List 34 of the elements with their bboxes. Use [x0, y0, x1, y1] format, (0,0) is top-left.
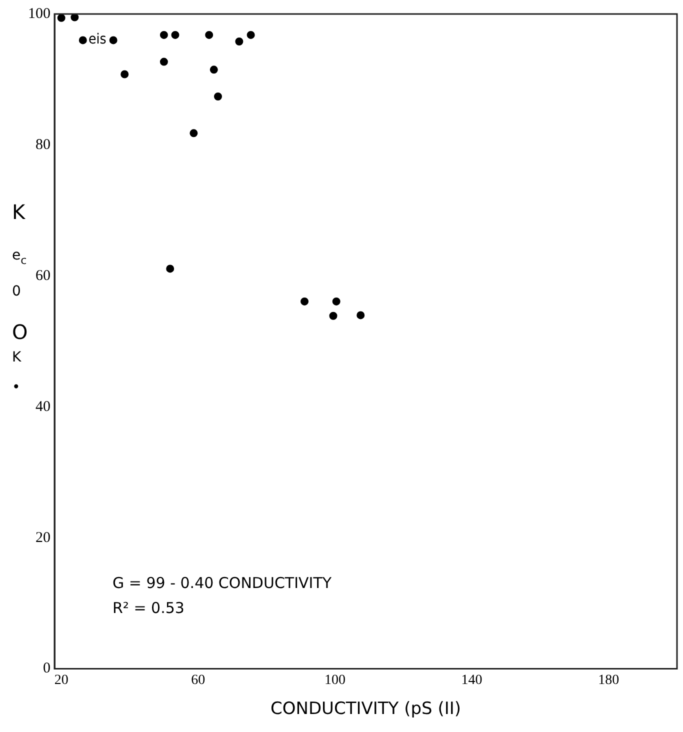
x-tick-label: 20 — [54, 672, 68, 688]
point — [190, 129, 198, 138]
y-tick-label: 100 — [28, 6, 50, 22]
x-tick-label: 60 — [191, 672, 206, 688]
point — [329, 312, 338, 320]
point — [171, 30, 180, 39]
x-tick-label: 180 — [598, 672, 620, 688]
point — [210, 66, 218, 74]
y-tick-label: 0 — [43, 660, 50, 677]
point — [120, 70, 129, 78]
point — [70, 14, 79, 22]
point — [205, 30, 214, 39]
y-tick-label: 80 — [36, 136, 50, 153]
point — [160, 30, 168, 39]
point — [356, 311, 365, 320]
x-tick-label: 100 — [324, 672, 346, 688]
y-tick-label: 60 — [36, 268, 50, 284]
point — [300, 297, 309, 306]
x-axis-title: CONDUCTIVITY (pS (II) — [270, 699, 461, 720]
point — [160, 58, 168, 66]
y-tick-label: 40 — [36, 398, 50, 415]
point — [57, 14, 66, 22]
point — [332, 297, 340, 306]
point — [246, 30, 255, 39]
y-tick-label: 20 — [36, 530, 50, 546]
point — [109, 36, 118, 44]
point — [166, 264, 174, 273]
annotation: G = 99 - 0.40 CONDUCTIVITY — [112, 574, 332, 592]
point — [214, 92, 222, 101]
x-tick-label: 140 — [461, 672, 482, 688]
annotation: R² = 0.53 — [112, 598, 184, 617]
annotation: eis — [88, 32, 106, 48]
point — [235, 38, 244, 46]
point — [78, 36, 87, 44]
